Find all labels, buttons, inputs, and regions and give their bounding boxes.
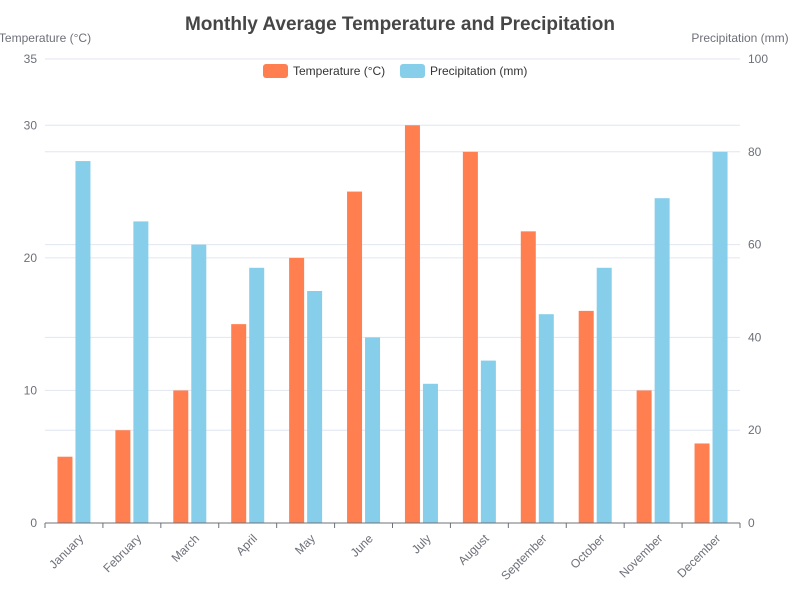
x-tick-label: July (409, 531, 434, 556)
y-left-axis-label: Temperature (°C) (0, 31, 91, 45)
y-left-tick-label: 20 (24, 251, 38, 265)
bar-temperature-march[interactable] (173, 390, 189, 523)
bar-precipitation-september[interactable] (538, 314, 554, 523)
y-right-tick-label: 20 (748, 423, 762, 437)
bar-temperature-november[interactable] (636, 390, 652, 523)
bar-precipitation-february[interactable] (133, 221, 149, 523)
legend-item-temperature[interactable]: Temperature (°C) (263, 64, 385, 78)
bar-temperature-june[interactable] (347, 191, 363, 524)
bar-temperature-october[interactable] (578, 310, 594, 523)
y-left-tick-label: 30 (24, 118, 38, 132)
legend-label-temperature: Temperature (°C) (293, 64, 385, 78)
bar-temperature-may[interactable] (289, 257, 305, 523)
axes (44, 522, 741, 528)
legend-swatch-temperature (263, 64, 288, 78)
chart-title: Monthly Average Temperature and Precipit… (185, 14, 615, 35)
bar-temperature-august[interactable] (462, 151, 478, 524)
bar-temperature-december[interactable] (694, 443, 710, 523)
bar-temperature-february[interactable] (115, 430, 131, 523)
x-tick-label: September (498, 531, 549, 582)
y-left-tick-label: 0 (30, 516, 37, 530)
x-tick-label: May (292, 531, 318, 557)
x-tick-label: December (674, 531, 723, 580)
bar-precipitation-july[interactable] (422, 383, 438, 523)
bar-precipitation-june[interactable] (365, 337, 381, 523)
legend-label-precipitation: Precipitation (mm) (430, 64, 527, 78)
bar-precipitation-january[interactable] (75, 161, 91, 523)
y-right-axis-label: Precipitation (mm) (691, 31, 788, 45)
bars (57, 125, 728, 524)
y-right-tick-label: 0 (748, 516, 755, 530)
bar-precipitation-april[interactable] (249, 267, 265, 523)
legend-item-precipitation[interactable]: Precipitation (mm) (400, 64, 527, 78)
x-tick-label: January (46, 531, 86, 571)
y-right-tick-label: 40 (748, 330, 762, 344)
bar-precipitation-october[interactable] (596, 267, 612, 523)
bar-temperature-january[interactable] (57, 456, 73, 523)
x-tick-label: November (616, 531, 665, 580)
x-tick-label: June (348, 531, 377, 560)
x-tick-label: April (233, 531, 260, 558)
bar-temperature-september[interactable] (520, 231, 536, 524)
legend-swatch-precipitation (400, 64, 425, 78)
y-right-tick-label: 60 (748, 238, 762, 252)
x-tick-label: August (455, 531, 492, 568)
x-tick-label: February (100, 531, 144, 575)
bar-precipitation-december[interactable] (712, 151, 728, 524)
bar-precipitation-march[interactable] (191, 244, 207, 523)
y-left-tick-label: 10 (24, 383, 38, 397)
x-tick-label: October (567, 531, 607, 571)
y-right-tick-label: 80 (748, 145, 762, 159)
bar-temperature-april[interactable] (231, 324, 247, 523)
y-left-tick-label: 35 (24, 52, 38, 66)
bar-temperature-july[interactable] (404, 125, 420, 524)
gridlines (45, 58, 740, 431)
y-right-tick-label: 100 (748, 52, 768, 66)
x-tick-label: March (169, 531, 202, 564)
bar-precipitation-may[interactable] (307, 291, 323, 523)
bar-precipitation-november[interactable] (654, 198, 670, 523)
bar-precipitation-august[interactable] (480, 360, 496, 523)
legend: Temperature (°C) Precipitation (mm) (263, 64, 527, 78)
